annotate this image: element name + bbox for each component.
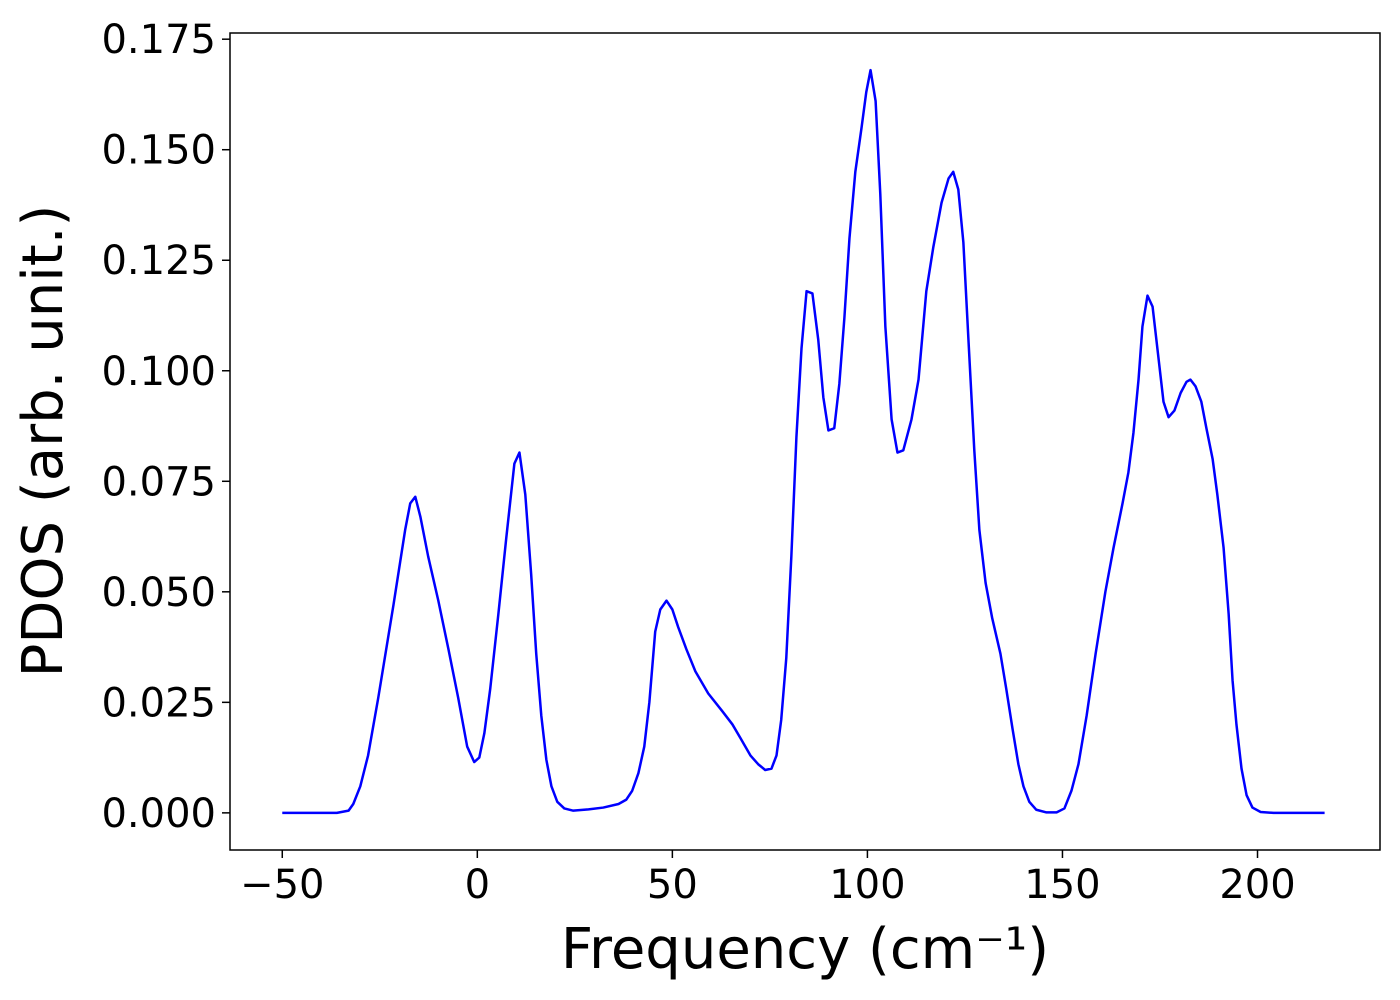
x-tick-label: 100 [829, 862, 905, 908]
x-tick-label: −50 [240, 862, 324, 908]
y-axis-label: PDOS (arb. unit.) [11, 205, 76, 678]
y-tick-label: 0.150 [101, 128, 216, 174]
y-tick-label: 0.125 [101, 238, 216, 284]
x-axis-label: Frequency (cm⁻¹) [561, 917, 1049, 982]
y-tick-label: 0.175 [101, 17, 216, 63]
x-tick-label: 50 [647, 862, 698, 908]
y-tick-label: 0.100 [101, 349, 216, 395]
line [282, 68, 1325, 815]
plot-frame [229, 32, 1381, 851]
y-tick-label: 0.000 [101, 791, 216, 837]
y-tick-label: 0.075 [101, 459, 216, 505]
y-tick-label: 0.050 [101, 570, 216, 616]
y-tick-label: 0.025 [101, 680, 216, 726]
x-tick-label: 200 [1219, 862, 1295, 908]
x-tick-label: 150 [1024, 862, 1100, 908]
x-tick-label: 0 [465, 862, 490, 908]
